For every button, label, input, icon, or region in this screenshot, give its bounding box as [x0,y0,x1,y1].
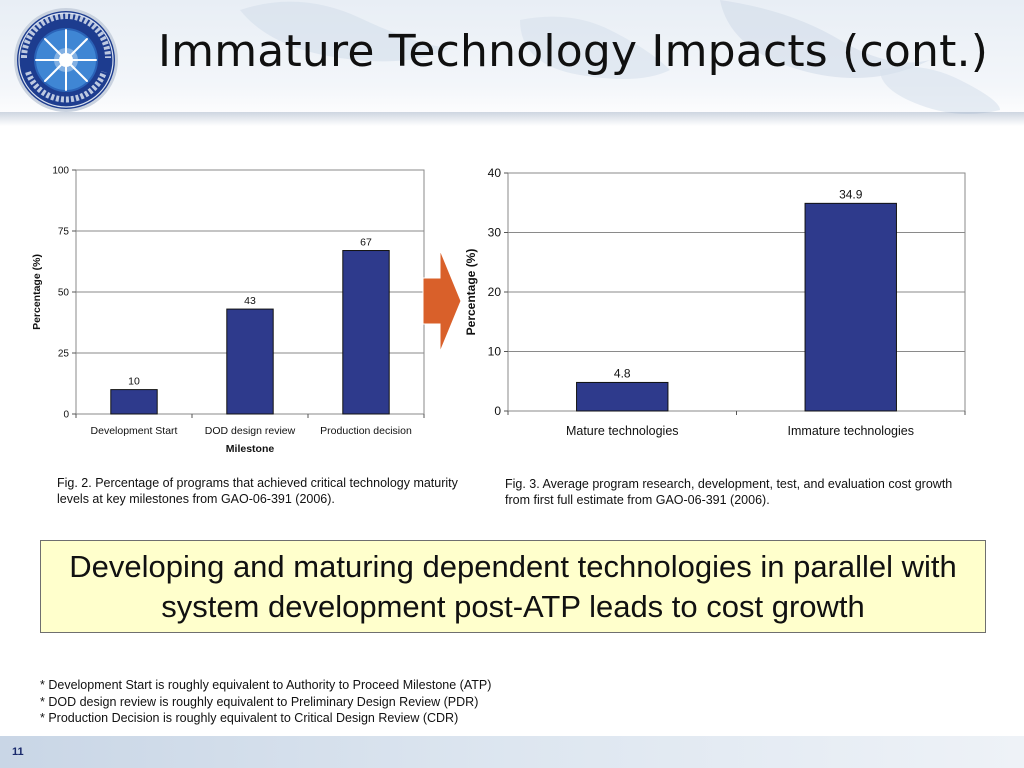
y-tick-label: 30 [488,226,502,240]
y-tick-label: 100 [52,166,69,177]
world-map-background [240,0,1000,114]
bar [110,389,158,415]
y-tick-label: 75 [58,227,70,238]
nro-logo [14,8,118,112]
y-tick-label: 20 [488,285,502,299]
footnotes: * Development Start is roughly equivalen… [40,677,491,727]
x-tick-label: Production decision [320,425,412,437]
x-tick-label: Immature technologies [788,424,914,438]
right-chart-y-ticks: 0 10 20 30 40 [488,166,508,418]
left-chart-y-ticks: 0 25 50 75 100 [52,166,76,421]
data-label: 4.8 [614,366,631,380]
right-chart-x-ticks: Mature technologies Immature technologies [507,411,966,438]
y-tick-label: 0 [494,404,501,418]
footnote: * Development Start is roughly equivalen… [40,678,492,692]
bar [342,250,390,415]
bar [226,308,274,415]
footnote: * DOD design review is roughly equivalen… [40,694,479,709]
chart-milestone-maturity: 0 25 50 75 100 10 43 67 Development Start DOD d… [31,166,425,455]
bar [804,202,897,412]
left-chart-y-axis-label: Percentage (%) [31,254,43,330]
y-tick-label: 40 [488,166,502,180]
right-chart-bars [576,202,897,412]
figure-caption-right: Fig. 3. Average program research, develo… [505,477,953,507]
key-takeaway-callout: Developing and maturing dependent techno… [40,540,986,633]
chart-cost-growth: 0 10 20 30 40 4.8 34.9 Mature technologies Imm… [464,166,966,438]
y-tick-label: 25 [58,349,70,360]
right-chart-y-axis-label: Percentage (%) [464,249,478,336]
data-label: 34.9 [839,187,863,201]
callout-text: Developing and maturing dependent techno… [69,548,957,624]
y-tick-label: 0 [63,410,69,421]
left-chart-bars [110,250,390,415]
left-chart-x-axis-label: Milestone [226,443,275,455]
slide-header: Immature Technology Impacts (cont.) [0,0,1024,122]
data-label: 10 [128,376,140,388]
footnote: * Production Decision is roughly equival… [40,711,459,725]
left-chart-x-ticks: Development Start DOD design review Produc… [75,414,425,437]
x-tick-label: Development Start [91,425,178,437]
y-tick-label: 50 [58,288,70,299]
bar [576,381,669,412]
y-tick-label: 10 [488,345,502,359]
x-tick-label: Mature technologies [566,424,679,438]
data-label: 67 [360,237,372,249]
right-chart-data-labels: 4.8 34.9 [614,187,863,380]
right-arrow-icon [422,249,462,353]
x-tick-label: DOD design review [205,425,296,437]
data-label: 43 [244,295,256,307]
left-chart-data-labels: 10 43 67 [128,237,372,388]
slide-footer: 11 [0,736,1024,768]
slide-number: 11 [12,746,24,758]
page-title: Immature Technology Impacts (cont.) [158,26,989,77]
figure-caption-left: Fig. 2. Percentage of programs that achi… [57,476,458,506]
header-divider [0,112,1024,126]
